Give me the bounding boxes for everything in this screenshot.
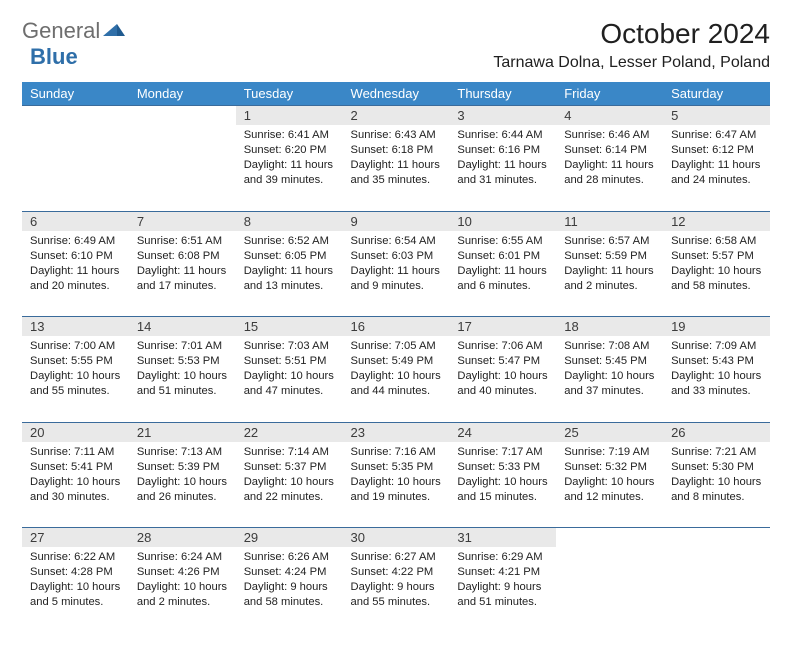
day-cell: Sunrise: 7:01 AMSunset: 5:53 PMDaylight:…: [129, 336, 236, 422]
day-cell: Sunrise: 6:41 AMSunset: 6:20 PMDaylight:…: [236, 125, 343, 211]
day-cell: [663, 547, 770, 633]
day-number: 20: [22, 422, 129, 442]
day-number: 18: [556, 317, 663, 337]
daynum-row: 2728293031: [22, 528, 770, 548]
day-number: 4: [556, 106, 663, 126]
day-cell: [22, 125, 129, 211]
daynum-row: 6789101112: [22, 211, 770, 231]
day-cell: Sunrise: 6:27 AMSunset: 4:22 PMDaylight:…: [343, 547, 450, 633]
day-number: 1: [236, 106, 343, 126]
logo-mark-icon: [103, 20, 125, 43]
day-number: 17: [449, 317, 556, 337]
content-row: Sunrise: 6:49 AMSunset: 6:10 PMDaylight:…: [22, 231, 770, 317]
day-number: 5: [663, 106, 770, 126]
day-number: 13: [22, 317, 129, 337]
day-number: 28: [129, 528, 236, 548]
day-number: 16: [343, 317, 450, 337]
day-cell: Sunrise: 6:49 AMSunset: 6:10 PMDaylight:…: [22, 231, 129, 317]
day-header: Saturday: [663, 82, 770, 106]
day-cell: Sunrise: 6:55 AMSunset: 6:01 PMDaylight:…: [449, 231, 556, 317]
day-number: 14: [129, 317, 236, 337]
content-row: Sunrise: 7:00 AMSunset: 5:55 PMDaylight:…: [22, 336, 770, 422]
day-cell: Sunrise: 7:00 AMSunset: 5:55 PMDaylight:…: [22, 336, 129, 422]
day-number: [556, 528, 663, 548]
day-header: Friday: [556, 82, 663, 106]
day-number: 27: [22, 528, 129, 548]
day-number: 23: [343, 422, 450, 442]
day-cell: Sunrise: 6:51 AMSunset: 6:08 PMDaylight:…: [129, 231, 236, 317]
day-header: Sunday: [22, 82, 129, 106]
logo-text-general: General: [22, 18, 100, 44]
day-header: Tuesday: [236, 82, 343, 106]
day-cell: Sunrise: 6:58 AMSunset: 5:57 PMDaylight:…: [663, 231, 770, 317]
day-cell: [129, 125, 236, 211]
content-row: Sunrise: 6:41 AMSunset: 6:20 PMDaylight:…: [22, 125, 770, 211]
day-cell: Sunrise: 7:19 AMSunset: 5:32 PMDaylight:…: [556, 442, 663, 528]
day-cell: Sunrise: 6:57 AMSunset: 5:59 PMDaylight:…: [556, 231, 663, 317]
day-number: 31: [449, 528, 556, 548]
content-row: Sunrise: 7:11 AMSunset: 5:41 PMDaylight:…: [22, 442, 770, 528]
daynum-row: 13141516171819: [22, 317, 770, 337]
day-number: 24: [449, 422, 556, 442]
day-header: Wednesday: [343, 82, 450, 106]
month-title: October 2024: [493, 18, 770, 50]
day-cell: Sunrise: 6:46 AMSunset: 6:14 PMDaylight:…: [556, 125, 663, 211]
day-number: 25: [556, 422, 663, 442]
day-cell: Sunrise: 6:52 AMSunset: 6:05 PMDaylight:…: [236, 231, 343, 317]
day-number: 29: [236, 528, 343, 548]
day-number: 6: [22, 211, 129, 231]
day-cell: [556, 547, 663, 633]
day-number: [22, 106, 129, 126]
day-number: 11: [556, 211, 663, 231]
day-number: 7: [129, 211, 236, 231]
day-number: 21: [129, 422, 236, 442]
calendar-table: Sunday Monday Tuesday Wednesday Thursday…: [22, 82, 770, 633]
day-cell: Sunrise: 7:21 AMSunset: 5:30 PMDaylight:…: [663, 442, 770, 528]
day-cell: Sunrise: 7:08 AMSunset: 5:45 PMDaylight:…: [556, 336, 663, 422]
day-cell: Sunrise: 6:47 AMSunset: 6:12 PMDaylight:…: [663, 125, 770, 211]
day-cell: Sunrise: 7:06 AMSunset: 5:47 PMDaylight:…: [449, 336, 556, 422]
day-cell: Sunrise: 6:24 AMSunset: 4:26 PMDaylight:…: [129, 547, 236, 633]
day-number: 26: [663, 422, 770, 442]
logo-text-blue: Blue: [30, 44, 78, 69]
daynum-row: 12345: [22, 106, 770, 126]
daynum-row: 20212223242526: [22, 422, 770, 442]
day-number: 9: [343, 211, 450, 231]
day-cell: Sunrise: 7:16 AMSunset: 5:35 PMDaylight:…: [343, 442, 450, 528]
day-cell: Sunrise: 6:43 AMSunset: 6:18 PMDaylight:…: [343, 125, 450, 211]
day-number: [129, 106, 236, 126]
logo: General: [22, 18, 127, 44]
day-number: 8: [236, 211, 343, 231]
header: General October 2024 Tarnawa Dolna, Less…: [22, 18, 770, 72]
location: Tarnawa Dolna, Lesser Poland, Poland: [493, 54, 770, 72]
day-cell: Sunrise: 6:22 AMSunset: 4:28 PMDaylight:…: [22, 547, 129, 633]
day-header: Thursday: [449, 82, 556, 106]
day-number: 2: [343, 106, 450, 126]
day-cell: Sunrise: 6:26 AMSunset: 4:24 PMDaylight:…: [236, 547, 343, 633]
day-number: 10: [449, 211, 556, 231]
day-cell: Sunrise: 7:09 AMSunset: 5:43 PMDaylight:…: [663, 336, 770, 422]
day-cell: Sunrise: 7:13 AMSunset: 5:39 PMDaylight:…: [129, 442, 236, 528]
day-cell: Sunrise: 6:29 AMSunset: 4:21 PMDaylight:…: [449, 547, 556, 633]
logo-subline: Blue: [30, 44, 78, 70]
day-number: [663, 528, 770, 548]
day-cell: Sunrise: 7:14 AMSunset: 5:37 PMDaylight:…: [236, 442, 343, 528]
day-cell: Sunrise: 7:03 AMSunset: 5:51 PMDaylight:…: [236, 336, 343, 422]
day-cell: Sunrise: 6:54 AMSunset: 6:03 PMDaylight:…: [343, 231, 450, 317]
day-number: 19: [663, 317, 770, 337]
day-number: 12: [663, 211, 770, 231]
day-cell: Sunrise: 6:44 AMSunset: 6:16 PMDaylight:…: [449, 125, 556, 211]
day-number: 22: [236, 422, 343, 442]
day-header-row: Sunday Monday Tuesday Wednesday Thursday…: [22, 82, 770, 106]
day-cell: Sunrise: 7:05 AMSunset: 5:49 PMDaylight:…: [343, 336, 450, 422]
day-number: 30: [343, 528, 450, 548]
day-number: 15: [236, 317, 343, 337]
day-number: 3: [449, 106, 556, 126]
title-block: October 2024 Tarnawa Dolna, Lesser Polan…: [493, 18, 770, 72]
day-header: Monday: [129, 82, 236, 106]
day-cell: Sunrise: 7:11 AMSunset: 5:41 PMDaylight:…: [22, 442, 129, 528]
content-row: Sunrise: 6:22 AMSunset: 4:28 PMDaylight:…: [22, 547, 770, 633]
day-cell: Sunrise: 7:17 AMSunset: 5:33 PMDaylight:…: [449, 442, 556, 528]
